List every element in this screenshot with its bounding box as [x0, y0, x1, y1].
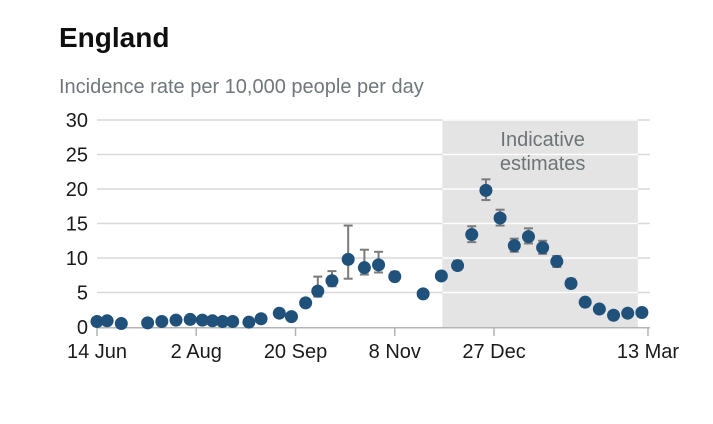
data-point: [205, 314, 219, 328]
data-point: [536, 241, 550, 255]
data-point: [195, 313, 209, 327]
data-point: [341, 252, 355, 266]
data-point: [325, 274, 339, 288]
data-point: [155, 314, 169, 328]
x-tick-label: 14 Jun: [67, 341, 127, 363]
data-point: [183, 312, 197, 326]
data-point: [465, 228, 479, 242]
data-point: [284, 310, 298, 324]
data-point: [372, 258, 386, 272]
y-tick-label: 0: [77, 317, 88, 339]
chart-subtitle: Incidence rate per 10,000 people per day: [59, 76, 424, 98]
x-tick-label: 8 Nov: [369, 341, 421, 363]
data-point: [479, 183, 493, 197]
data-point: [434, 269, 448, 283]
data-point: [635, 306, 649, 320]
data-point: [90, 314, 104, 328]
data-point: [311, 284, 325, 298]
data-point: [169, 313, 183, 327]
data-point: [114, 317, 128, 331]
y-tick-label: 10: [66, 248, 88, 270]
x-tick-label: 13 Mar: [617, 341, 680, 363]
data-point: [578, 295, 592, 309]
data-point: [141, 316, 155, 330]
data-point: [242, 315, 256, 329]
data-point: [272, 306, 286, 320]
data-point: [416, 287, 430, 301]
data-point: [100, 314, 114, 328]
y-tick-label: 15: [66, 214, 88, 236]
data-point: [216, 314, 230, 328]
data-point: [621, 306, 635, 320]
x-tick-label: 2 Aug: [171, 341, 222, 363]
y-tick-label: 20: [66, 179, 88, 201]
y-tick-label: 30: [66, 110, 88, 132]
data-point: [357, 261, 371, 275]
chart-title: England: [59, 22, 170, 53]
data-point: [388, 270, 402, 284]
indicative-estimates-label: estimates: [500, 153, 586, 175]
data-point: [254, 312, 268, 326]
data-point: [521, 230, 535, 244]
data-point: [451, 259, 465, 273]
data-point: [507, 239, 521, 253]
data-point: [564, 277, 578, 291]
x-tick-label: 20 Sep: [264, 341, 327, 363]
x-tick-label: 27 Dec: [462, 341, 525, 363]
data-point: [592, 302, 606, 316]
y-tick-label: 5: [77, 283, 88, 305]
y-tick-label: 25: [66, 145, 88, 167]
indicative-estimates-label: Indicative: [500, 129, 585, 151]
data-point: [607, 308, 621, 322]
data-point: [550, 254, 564, 268]
data-point: [493, 211, 507, 225]
data-point: [299, 296, 313, 310]
data-point: [226, 314, 240, 328]
